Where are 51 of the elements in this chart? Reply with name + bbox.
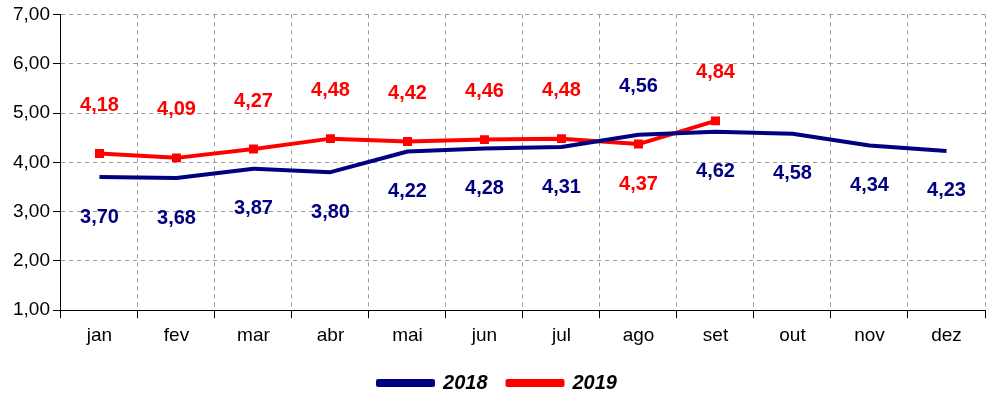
x-tick-label: set xyxy=(702,323,729,345)
x-tick-label: jun xyxy=(470,323,498,345)
x-tick-label: jul xyxy=(550,323,571,345)
data-label: 4,48 xyxy=(311,78,350,101)
y-tick-label: 6,00 xyxy=(13,51,50,73)
data-label: 4,84 xyxy=(696,60,736,83)
legend-label: 2019 xyxy=(571,370,618,393)
point xyxy=(249,144,258,154)
data-label: 4,62 xyxy=(696,159,735,182)
legend-label: 2018 xyxy=(442,370,489,393)
point xyxy=(711,116,720,126)
data-label: 4,31 xyxy=(542,174,581,197)
y-tick-label: 5,00 xyxy=(13,101,50,123)
point xyxy=(403,137,412,147)
data-label: 4,22 xyxy=(388,178,427,201)
data-label: 4,28 xyxy=(465,176,504,199)
data-label: 4,27 xyxy=(234,88,273,111)
data-label: 4,58 xyxy=(773,161,812,184)
point xyxy=(480,135,489,145)
data-label: 4,34 xyxy=(850,173,890,196)
point xyxy=(326,134,335,144)
x-tick-label: dez xyxy=(931,323,962,345)
point xyxy=(172,153,181,163)
data-label: 4,46 xyxy=(465,79,504,102)
y-tick-label: 4,00 xyxy=(13,150,50,172)
x-tick-label: out xyxy=(779,323,807,345)
y-tick-label: 7,00 xyxy=(13,2,50,24)
data-label: 3,68 xyxy=(157,205,196,228)
x-tick-label: mar xyxy=(237,323,271,345)
x-tick-label: jan xyxy=(85,323,113,345)
data-label: 3,87 xyxy=(234,196,273,219)
y-tick-label: 1,00 xyxy=(13,298,50,320)
data-label: 4,09 xyxy=(157,97,196,120)
data-label: 3,70 xyxy=(80,204,119,227)
x-tick-label: fev xyxy=(163,323,190,345)
data-label: 4,23 xyxy=(927,178,966,201)
x-tick-label: abr xyxy=(316,323,345,345)
data-label: 3,80 xyxy=(311,199,350,222)
data-label: 4,42 xyxy=(388,81,427,104)
data-label: 4,37 xyxy=(619,171,658,194)
point xyxy=(557,134,566,144)
x-tick-label: nov xyxy=(854,323,886,345)
data-label: 4,48 xyxy=(542,78,581,101)
point xyxy=(95,148,104,158)
x-tick-label: mai xyxy=(392,323,423,345)
data-label: 4,56 xyxy=(619,74,658,97)
data-label: 4,18 xyxy=(80,92,119,115)
x-tick-label: ago xyxy=(622,323,655,345)
point xyxy=(634,139,643,149)
y-tick-label: 3,00 xyxy=(13,199,50,221)
y-tick-label: 2,00 xyxy=(13,249,50,271)
